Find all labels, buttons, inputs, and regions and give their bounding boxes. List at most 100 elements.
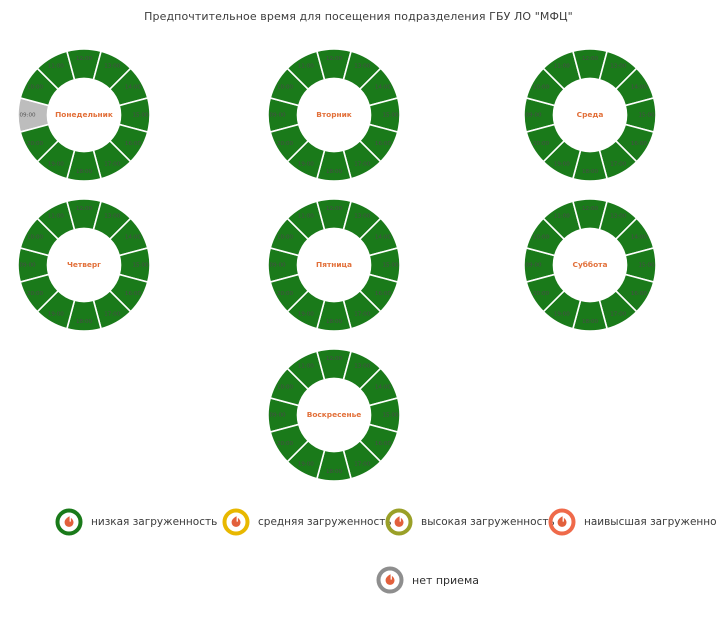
leaf-icon [55,508,83,536]
donut-center [297,378,371,452]
time-label: 14:00 [375,384,392,390]
time-label: 19:00 [298,161,315,167]
leaf-icon [385,508,413,536]
time-label: 19:00 [48,311,65,317]
time-label: 11:00 [554,64,571,70]
time-label: 14:00 [375,234,392,240]
leaf-icon [557,516,567,527]
time-label: 15:00 [638,263,655,269]
leaf-icon [64,516,74,527]
time-label: 12:00 [76,206,93,212]
time-label: 10:00 [27,84,44,90]
legend-no-reception-row: нет приема [0,563,717,597]
time-label: 18:00 [76,169,93,175]
legend-item-high[interactable]: высокая загруженность [385,505,555,539]
time-label: 09:00 [19,113,36,119]
time-label: 17:00 [354,161,371,167]
donut-chart-6: 09:00 10:00 11:00 12:00 13:00 14:00 15:00 16:00… [522,197,658,333]
leaf-icon [385,574,395,585]
time-label: 18:00 [582,169,599,175]
donut-center [47,228,121,302]
time-label: 09:00 [525,113,542,119]
legend-item-low[interactable]: низкая загруженность [55,505,217,539]
time-label: 14:00 [375,84,392,90]
legend-ring [548,508,576,536]
time-label: 16:00 [375,441,392,447]
time-label: 11:00 [298,214,315,220]
time-label: 20:00 [277,441,294,447]
time-label: 16:00 [375,141,392,147]
time-label: 20:00 [27,141,44,147]
leaf-icon [376,566,404,594]
legend-item-highest[interactable]: наивысшая загруженность [548,505,717,539]
legend-ring [222,508,250,536]
time-label: 12:00 [326,56,343,62]
page-title: Предпочтительное время для посещения под… [144,10,573,23]
legend-ring [55,508,83,536]
donut-chart-2: 09:00 10:00 11:00 12:00 13:00 14:00 15:00 16:00… [266,47,402,183]
time-label: 15:00 [382,263,399,269]
time-label: 15:00 [132,263,149,269]
day-label: Пятница [316,260,352,269]
time-label: 11:00 [48,64,65,70]
day-label: Четверг [67,260,101,269]
time-label: 14:00 [631,84,648,90]
time-label: 11:00 [298,64,315,70]
donut-center [47,78,121,152]
time-label: 11:00 [298,364,315,370]
time-label: 09:00 [269,263,286,269]
time-label: 10:00 [277,234,294,240]
day-label: Суббота [573,260,608,269]
time-label: 10:00 [277,84,294,90]
time-label: 19:00 [298,461,315,467]
time-label: 09:00 [269,113,286,119]
time-label: 20:00 [277,141,294,147]
time-label: 09:00 [525,263,542,269]
time-label: 18:00 [326,169,343,175]
time-label: 15:00 [132,113,149,119]
legend-label: наивысшая загруженность [584,516,717,528]
legend-item-medium[interactable]: средняя загруженность [222,505,392,539]
time-label: 20:00 [533,291,550,297]
time-label: 10:00 [277,384,294,390]
leaf-icon [222,508,250,536]
time-label: 11:00 [48,214,65,220]
donut-center [553,228,627,302]
time-label: 17:00 [104,311,121,317]
time-label: 17:00 [104,161,121,167]
time-label: 09:00 [269,413,286,419]
time-label: 13:00 [104,214,121,220]
legend-item-none[interactable]: нет приема [376,563,479,597]
day-label: Понедельник [55,110,113,119]
legend-ring [376,566,404,594]
time-label: 18:00 [326,469,343,475]
time-label: 18:00 [582,319,599,325]
time-label: 15:00 [382,413,399,419]
time-label: 16:00 [631,141,648,147]
donut-center [553,78,627,152]
donut-chart-1: 09:00 10:00 11:00 12:00 13:00 14:00 15:00 16:00… [16,47,152,183]
time-label: 12:00 [76,56,93,62]
time-label: 18:00 [326,319,343,325]
time-label: 11:00 [554,214,571,220]
time-label: 20:00 [277,291,294,297]
time-label: 12:00 [326,206,343,212]
time-label: 13:00 [354,64,371,70]
time-label: 10:00 [533,234,550,240]
day-label: Вторник [316,110,352,119]
time-label: 10:00 [27,234,44,240]
time-label: 20:00 [533,141,550,147]
time-label: 14:00 [125,84,142,90]
leaf-icon [548,508,576,536]
time-label: 16:00 [125,141,142,147]
legend-ring [385,508,413,536]
legend-row: низкая загруженность средняя загруженност… [0,505,717,539]
time-label: 19:00 [48,161,65,167]
time-label: 16:00 [631,291,648,297]
donut-center [297,228,371,302]
time-label: 15:00 [638,113,655,119]
time-label: 19:00 [554,311,571,317]
time-label: 16:00 [375,291,392,297]
legend-label: высокая загруженность [421,516,555,528]
time-label: 12:00 [582,206,599,212]
